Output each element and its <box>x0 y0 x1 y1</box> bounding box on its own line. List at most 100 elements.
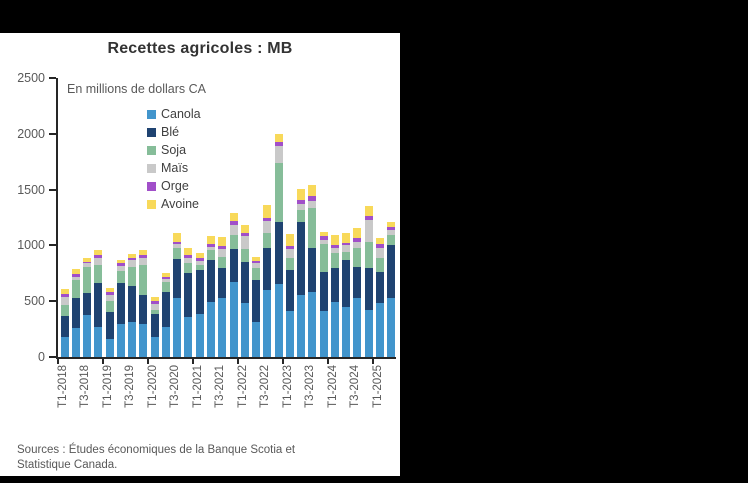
bar-T4-2018-canola <box>94 326 103 357</box>
bar-T4-2023-orge <box>319 236 328 240</box>
bar-T2-2023-soja <box>297 210 306 222</box>
bar-T1-2020-canola <box>150 337 159 357</box>
bar-T3-2022-orge <box>263 217 272 221</box>
bar-T4-2020-blé <box>184 272 193 318</box>
bar-T1-2019-blé <box>105 312 114 339</box>
bar-T4-2019-canola <box>139 323 148 357</box>
bar-T1-2024-blé <box>330 268 339 302</box>
bar-T4-2022-avoine <box>274 133 283 143</box>
bar-T2-2024-orge <box>342 243 351 246</box>
x-tick-year-8 <box>147 359 150 364</box>
y-tick-label-1000: 1000 <box>17 238 45 253</box>
legend-label-avoine: Avoine <box>161 197 199 211</box>
bar-T4-2018-orge <box>94 254 103 259</box>
bar-T3-2018-blé <box>83 293 92 316</box>
bar-T2-2021-canola <box>206 301 215 357</box>
bar-T3-2018-maïs <box>83 263 92 267</box>
legend-label-maïs: Maïs <box>161 161 189 175</box>
bar-T3-2019-soja <box>128 266 137 287</box>
bar-T4-2018-soja <box>94 264 103 284</box>
bar-T2-2021-blé <box>206 259 215 302</box>
bar-T4-2023-maïs <box>319 239 328 244</box>
x-tick-year-24 <box>327 359 330 364</box>
legend-label-blé: Blé <box>161 125 180 139</box>
legend-label-orge: Orge <box>161 179 189 193</box>
bar-T3-2023-blé <box>308 248 317 292</box>
legend-item-blé: Blé <box>147 123 201 141</box>
bar-T2-2025-soja <box>387 234 396 246</box>
x-tick-year-16 <box>237 359 240 364</box>
y-tick-0 <box>49 356 56 358</box>
bar-T1-2021-orge <box>195 258 204 262</box>
bar-T1-2022-blé <box>240 262 249 304</box>
source-note: Sources : Études économiques de la Banqu… <box>17 443 295 473</box>
bar-T4-2021-canola <box>229 281 238 357</box>
legend-item-orge: Orge <box>147 177 201 195</box>
bar-T2-2022-avoine <box>252 256 261 262</box>
y-tick-label-1500: 1500 <box>17 182 45 197</box>
bar-T4-2021-avoine <box>229 213 238 222</box>
bar-T4-2021-blé <box>229 248 238 282</box>
bar-T2-2018-blé <box>71 297 80 328</box>
bar-T2-2019-avoine <box>116 259 125 264</box>
bar-T3-2021-soja <box>218 256 227 269</box>
bar-T1-2025-soja <box>375 258 384 273</box>
bar-T1-2020-orge <box>150 301 159 304</box>
bar-T4-2024-soja <box>364 241 373 269</box>
bar-T3-2023-maïs <box>308 200 317 209</box>
bar-T3-2018-soja <box>83 266 92 294</box>
y-tick-label-500: 500 <box>24 294 45 309</box>
legend-label-soja: Soja <box>161 143 187 157</box>
bar-T2-2018-avoine <box>71 269 80 274</box>
bar-T2-2022-soja <box>252 268 261 280</box>
bar-T4-2018-blé <box>94 283 103 327</box>
bar-T3-2020-avoine <box>173 232 182 242</box>
bar-T1-2023-canola <box>285 311 294 357</box>
bar-T4-2019-soja <box>139 264 148 296</box>
bar-T4-2022-blé <box>274 221 283 285</box>
axis-units-label: En millions de dollars CA <box>67 82 206 96</box>
bar-T3-2020-soja <box>173 248 182 260</box>
bar-T1-2020-blé <box>150 314 159 338</box>
bar-T1-2019-orge <box>105 292 114 295</box>
bar-T4-2023-soja <box>319 243 328 273</box>
bar-T3-2024-avoine <box>353 228 362 239</box>
bar-T2-2024-canola <box>342 306 351 357</box>
bar-T3-2020-orge <box>173 241 182 244</box>
y-tick-label-2500: 2500 <box>17 71 45 85</box>
bar-T2-2020-avoine <box>161 272 170 278</box>
bar-T1-2025-canola <box>375 303 384 357</box>
bar-T1-2019-canola <box>105 338 114 357</box>
x-tick-year-12 <box>192 359 195 364</box>
legend-swatch-canola <box>147 109 156 119</box>
bar-T2-2021-soja <box>206 250 215 260</box>
x-tick-label-T1-2020: T1-2020 <box>146 365 159 408</box>
bar-T3-2020-canola <box>173 298 182 357</box>
bar-T3-2023-orge <box>308 196 317 201</box>
bar-T2-2019-maïs <box>116 265 125 272</box>
x-tick-label-T1-2021: T1-2021 <box>191 365 204 408</box>
bar-T3-2023-soja <box>308 208 317 249</box>
bar-T1-2023-avoine <box>285 234 294 246</box>
bar-T1-2025-orge <box>375 244 384 248</box>
bar-T3-2024-canola <box>353 298 362 357</box>
bar-T2-2024-blé <box>342 259 351 307</box>
bar-T2-2025-avoine <box>387 221 396 227</box>
bar-T1-2020-avoine <box>150 296 159 302</box>
legend-swatch-soja <box>147 145 156 155</box>
bar-T1-2023-blé <box>285 269 294 312</box>
bar-T3-2019-blé <box>128 286 137 322</box>
bar-T3-2024-maïs <box>353 241 362 249</box>
bar-T2-2021-avoine <box>206 236 215 244</box>
bar-T2-2020-maïs <box>161 279 170 282</box>
bar-T4-2020-avoine <box>184 248 193 255</box>
legend-item-maïs: Maïs <box>147 159 201 177</box>
bar-T1-2021-avoine <box>195 253 204 259</box>
bar-T2-2018-soja <box>71 280 80 298</box>
bar-T1-2018-avoine <box>60 288 69 294</box>
bar-T4-2023-blé <box>319 272 328 312</box>
bar-T2-2024-avoine <box>342 233 351 244</box>
bar-T3-2021-blé <box>218 268 227 299</box>
bar-T2-2022-orge <box>252 261 261 264</box>
bar-T4-2019-avoine <box>139 250 148 255</box>
